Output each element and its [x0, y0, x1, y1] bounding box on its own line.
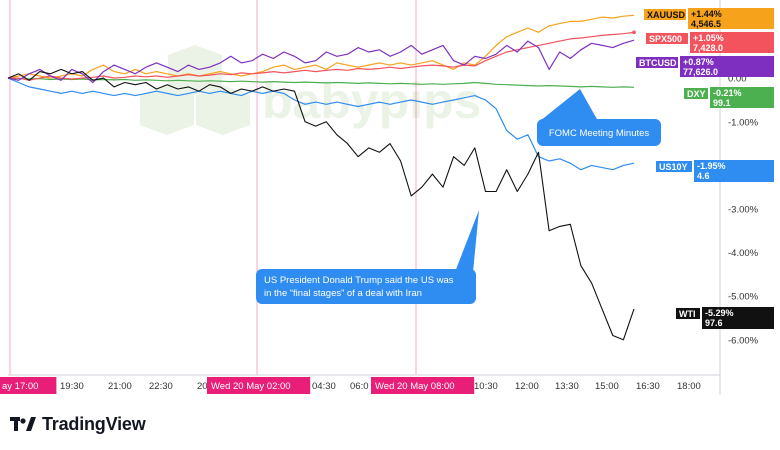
- annotation-fomc-box: [537, 119, 661, 146]
- series-label-change: +1.05%: [693, 33, 724, 43]
- series-line-dxy: [7, 77, 635, 88]
- series-label-value-bg: [690, 32, 774, 53]
- series-label-spx500: SPX500 +1.05%7,428.0: [646, 32, 774, 53]
- series-labels: XAUUSD +1.44%4,546.5 SPX500 +1.05%7,428.0 BT…: [636, 8, 774, 329]
- x-tick-label: 22:30: [149, 381, 173, 392]
- annotation-fomc: FOMC Meeting Minutes: [537, 89, 661, 146]
- x-tick-label: 04:30: [312, 381, 336, 392]
- series-label-change: -1.95%: [697, 161, 726, 171]
- x-tick-label: 20: [197, 381, 208, 392]
- x-tick-label: 12:00: [515, 381, 539, 392]
- series-label-name-bg: [656, 161, 692, 172]
- x-tick-label: 21:00: [108, 381, 132, 392]
- annotation-trump-text-line: in the “final stages” of a deal with Ira…: [264, 288, 422, 299]
- x-tick-label-highlighted: ay 17:00: [2, 381, 38, 392]
- babypips-watermark: babypips: [140, 45, 481, 135]
- series-label-name: XAUUSD: [647, 10, 686, 20]
- annotation-trump-iran: US President Donald Trump said the US wa…: [256, 210, 479, 304]
- series-label-last: 77,626.0: [683, 67, 718, 77]
- series-label-name: US10Y: [659, 162, 688, 172]
- series-line-wti: [7, 68, 635, 341]
- series-line-us10y: [7, 77, 635, 171]
- series-line-spx500: [8, 31, 635, 81]
- series-label-change: +0.87%: [683, 57, 714, 67]
- annotation-trump-pointer: [455, 210, 479, 272]
- series-label-name-bg: [636, 57, 678, 68]
- series-label-value-bg: [680, 56, 774, 77]
- series-label-last: 4.6: [697, 171, 710, 181]
- watermark-logo-icon: [140, 45, 250, 135]
- series-label-xauusd: XAUUSD +1.44%4,546.5: [644, 8, 774, 29]
- x-tick-label: 15:00: [595, 381, 619, 392]
- series-label-name-bg: [676, 308, 700, 319]
- y-tick-label: -5.00%: [728, 292, 759, 303]
- x-tick-label: 19:30: [60, 381, 84, 392]
- series-label-name: WTI: [679, 309, 696, 319]
- series-label-btcusd: BTCUSD +0.87%77,626.0: [636, 56, 774, 77]
- x-tick-label-highlighted: Wed 20 May 08:00: [375, 381, 455, 392]
- annotations: FOMC Meeting Minutes US President Donald …: [256, 89, 661, 304]
- y-tick-label: -3.00%: [728, 205, 759, 216]
- series-label-us10y: US10Y -1.95%4.6: [656, 160, 774, 182]
- y-tick-label: 0.00: [728, 74, 747, 85]
- y-tick-label: -6.00%: [728, 335, 759, 346]
- annotation-fomc-pointer: [540, 89, 598, 121]
- annotation-trump-box: [256, 269, 476, 304]
- x-tick-highlight: [0, 377, 57, 394]
- y-tick-label: -1.00%: [728, 117, 759, 128]
- series-label-change: +1.44%: [691, 9, 722, 19]
- x-tick-highlight: [207, 377, 311, 394]
- series-label-value-bg: [694, 160, 774, 182]
- series-label-value-bg: [710, 87, 774, 108]
- session-lines: [9, 0, 417, 375]
- series-label-value-bg: [702, 307, 774, 329]
- series-label-name-bg: [684, 88, 708, 99]
- tradingview-wordmark: TradingView: [42, 414, 146, 434]
- x-tick-highlight: [371, 377, 475, 394]
- series-label-last: 97.6: [705, 318, 723, 328]
- series-label-last: 99.1: [713, 98, 731, 108]
- series-label-wti: WTI -5.29%97.6: [676, 307, 774, 329]
- x-tick-label: 13:30: [555, 381, 579, 392]
- series-line-btcusd: [7, 39, 635, 84]
- series-label-dxy: DXY -0.21%99.1: [684, 87, 774, 108]
- series-label-change: -5.29%: [705, 308, 734, 318]
- series-label-last: 7,428.0: [693, 43, 723, 53]
- series-label-value-bg: [688, 8, 774, 29]
- series-lines: [7, 14, 636, 341]
- spx500-last-point: [632, 30, 636, 35]
- series-label-name-bg: [644, 9, 686, 20]
- series-line-xauusd: [7, 14, 635, 79]
- annotation-fomc-text: FOMC Meeting Minutes: [549, 128, 650, 139]
- x-tick-label: 18:00: [677, 381, 701, 392]
- tradingview-brand: TradingView: [10, 414, 146, 435]
- x-tick-label-highlighted: Wed 20 May 02:00: [211, 381, 291, 392]
- annotation-trump-text-line: US President Donald Trump said the US wa…: [264, 275, 454, 286]
- series-label-name: SPX500: [649, 34, 682, 44]
- x-tick-label: 16:30: [636, 381, 660, 392]
- x-tick-label: 06:0: [350, 381, 369, 392]
- x-tick-label: 10:30: [474, 381, 498, 392]
- series-label-last: 4,546.5: [691, 19, 721, 29]
- y-tick-labels: 0.00-1.00%-2.00%-3.00%-4.00%-5.00%-6.00%: [728, 74, 759, 347]
- series-label-change: -0.21%: [713, 88, 742, 98]
- series-label-name: BTCUSD: [639, 58, 677, 68]
- tradingview-logo-icon: [10, 416, 36, 433]
- series-label-name-bg: [646, 33, 688, 44]
- y-tick-label: -4.00%: [728, 248, 759, 259]
- series-label-name: DXY: [687, 89, 706, 99]
- x-tick-labels: ay 17:00 19:30 21:00 22:30 20 Wed 20 May 02:0…: [0, 377, 701, 394]
